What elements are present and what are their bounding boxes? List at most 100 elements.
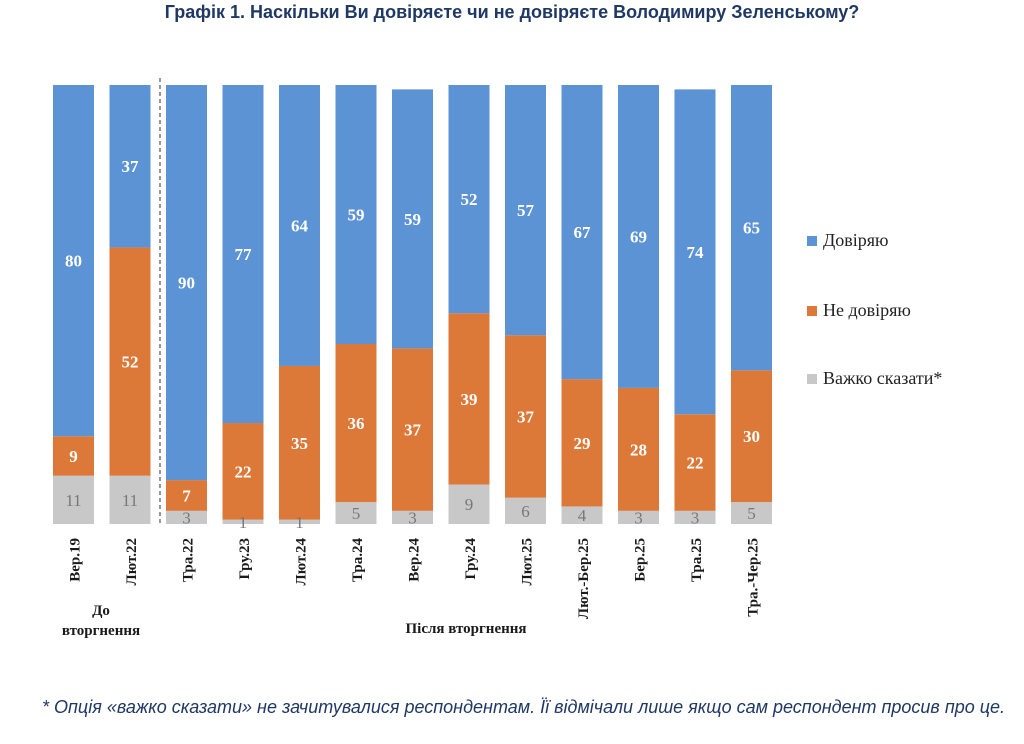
data-label: 5 (352, 504, 361, 523)
data-label: 3 (691, 508, 700, 527)
data-label: 52 (461, 190, 478, 209)
data-label: 74 (687, 243, 705, 262)
data-label: 9 (465, 495, 474, 514)
bar-segment (731, 502, 772, 524)
data-label: 59 (404, 210, 421, 229)
bar-segment (674, 414, 716, 511)
bar-segment (448, 85, 490, 314)
category-label: Вер.24 (407, 538, 423, 582)
bar-segment (279, 519, 320, 524)
bar-segment (505, 335, 546, 498)
legend-label: Довіряю (823, 230, 889, 250)
data-label: 22 (687, 454, 704, 473)
legend-label: Важко сказати* (823, 368, 942, 388)
bar-segment (731, 370, 772, 503)
bar-segment (109, 247, 151, 476)
legend-label: Не довіряю (823, 300, 911, 320)
category-label: Лют.-Бер.25 (576, 538, 592, 619)
data-label: 39 (461, 390, 478, 409)
bar-segment (222, 423, 264, 520)
bar-segment (222, 85, 264, 424)
data-label: 80 (65, 252, 82, 271)
category-label: Вер.19 (68, 538, 84, 582)
legend-swatch (807, 236, 817, 246)
data-label: 65 (743, 219, 760, 238)
data-label: 77 (235, 245, 253, 264)
bar-segment (674, 510, 716, 524)
data-label: 22 (235, 462, 252, 481)
data-label: 11 (122, 491, 138, 510)
bar-segment (166, 510, 207, 524)
bar-segment (618, 387, 659, 511)
data-label: 37 (122, 157, 140, 176)
group-label-after: Після вторгнення (405, 621, 526, 637)
bar-segment (109, 475, 151, 524)
data-label: 1 (239, 513, 248, 532)
data-label: 37 (517, 407, 535, 426)
bar-segment (335, 85, 377, 345)
bar-segment (618, 510, 659, 524)
bar-segment (561, 506, 603, 524)
data-label: 11 (65, 491, 81, 510)
footnote: * Опція «важко сказати» не зачитувалися … (42, 697, 1006, 717)
data-label: 64 (291, 216, 309, 235)
data-label: 69 (630, 227, 647, 246)
category-label: Тра.22 (181, 538, 197, 582)
bar-segment (505, 497, 546, 524)
category-label: Бер.25 (633, 538, 649, 582)
category-label: Лют.25 (520, 538, 536, 585)
data-label: 57 (517, 201, 535, 220)
bar-segment (618, 85, 659, 388)
bar-segment (392, 89, 433, 349)
data-label: 5 (747, 504, 756, 523)
bar-segment (53, 436, 94, 476)
data-label: 1 (295, 513, 304, 532)
bar-segment (166, 85, 207, 481)
data-label: 52 (122, 353, 139, 372)
bar-segment (335, 344, 377, 503)
bar-segment (53, 475, 94, 524)
bar-segment (109, 85, 151, 248)
data-label: 37 (404, 421, 422, 440)
legend-swatch (807, 374, 817, 384)
category-label: Тра.-Чер.25 (746, 538, 762, 617)
bar-segment (335, 502, 377, 524)
bar-segment (53, 85, 94, 437)
bar-segment (392, 348, 433, 511)
bar-segment (674, 89, 716, 415)
data-label: 67 (574, 223, 592, 242)
category-label: Лют.22 (124, 538, 140, 585)
category-label: Тра.24 (350, 538, 366, 583)
data-label: 28 (630, 440, 647, 459)
bar-segment (279, 365, 320, 520)
data-label: 4 (578, 506, 587, 525)
bar-segment (166, 480, 207, 511)
category-label: Гру.24 (463, 538, 479, 580)
data-label: 7 (182, 486, 191, 505)
category-label: Тра.25 (689, 538, 705, 582)
data-label: 59 (348, 206, 365, 225)
chart-title: Графік 1. Наскільки Ви довіряєте чи не д… (164, 2, 860, 22)
data-label: 36 (348, 414, 365, 433)
data-label: 9 (69, 447, 78, 466)
data-label: 29 (574, 434, 591, 453)
bar-segment (222, 519, 264, 524)
data-label: 30 (743, 427, 760, 446)
data-label: 3 (408, 508, 417, 527)
bar-segment (279, 85, 320, 366)
bar-segment (561, 379, 603, 507)
data-label: 6 (521, 502, 530, 521)
bar-segment (561, 85, 603, 380)
bar-segment (731, 85, 772, 371)
legend-swatch (807, 306, 817, 316)
data-label: 3 (634, 508, 643, 527)
data-label: 3 (182, 508, 191, 527)
category-label: Лют.24 (294, 538, 310, 586)
bar-segment (448, 313, 490, 485)
group-label-before: До вторгнення (62, 603, 140, 639)
bar-segment (448, 484, 490, 524)
category-label: Гру.23 (237, 538, 253, 580)
data-label: 90 (178, 274, 195, 293)
data-label: 35 (291, 434, 308, 453)
stacked-bar-chart: 11980Вер.19115237Лют.223790Тра.2212277Гр… (53, 78, 942, 639)
